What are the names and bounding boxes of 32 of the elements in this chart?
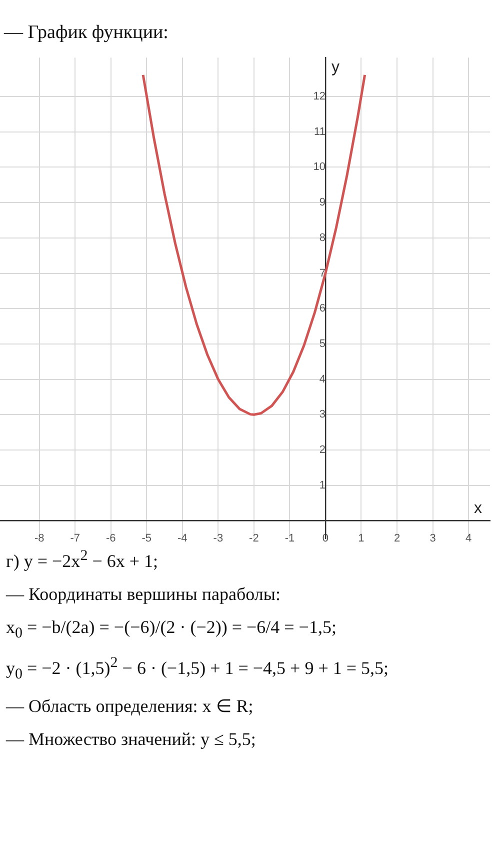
- text: y$_{0}$ = −2 · (1,5)$^{2}$ − 6 · (−1,5) + 1 = −4,5 + 9 + 1 = 5,5;: [6, 654, 390, 684]
- y-axis-title: y: [331, 59, 340, 76]
- y-tick-label: 9: [319, 196, 326, 209]
- y-tick-label: 3: [319, 408, 326, 421]
- x-axis-title: x: [474, 500, 482, 518]
- y-tick-label: 8: [319, 232, 326, 244]
- x-tick-label: -7: [70, 532, 80, 544]
- text: — Множество значений: y ≤ 5,5;: [6, 729, 257, 750]
- y-tick-label: 6: [319, 302, 326, 315]
- y-tick-label: 12: [313, 90, 326, 103]
- text: x$_{0}$ = −b/(2a) = −(−6)/(2 · (−2)) = −6/4 = −1,5;: [6, 617, 338, 643]
- x-tick-label: -5: [142, 532, 152, 544]
- x-tick-label: 3: [430, 532, 436, 544]
- y-tick-label: 2: [319, 444, 326, 456]
- text: — Область определения: x ∈ R;: [6, 695, 254, 718]
- x-tick-label: -1: [284, 532, 295, 544]
- x-tick-label: -2: [249, 532, 259, 544]
- x-tick-label: -3: [213, 532, 224, 544]
- y-tick-label: 5: [319, 338, 326, 350]
- x-tick-label: -4: [178, 532, 188, 544]
- y-tick-label: 11: [314, 126, 326, 138]
- text: — Координаты вершины параболы:: [6, 584, 282, 605]
- x-tick-label: 0: [322, 532, 329, 544]
- x-tick-label: 4: [465, 532, 472, 544]
- chart-title: — График функции:: [2, 21, 170, 45]
- x-tick-label: 2: [394, 532, 400, 544]
- y-tick-label: 10: [313, 161, 326, 174]
- x-tick-label: 1: [358, 532, 364, 544]
- x-tick-label: -6: [106, 532, 116, 544]
- x-tick-label: -8: [34, 532, 44, 544]
- y-tick-label: 1: [319, 479, 326, 492]
- text: г) y = −2x$^{2}$ − 6x + 1;: [6, 548, 159, 572]
